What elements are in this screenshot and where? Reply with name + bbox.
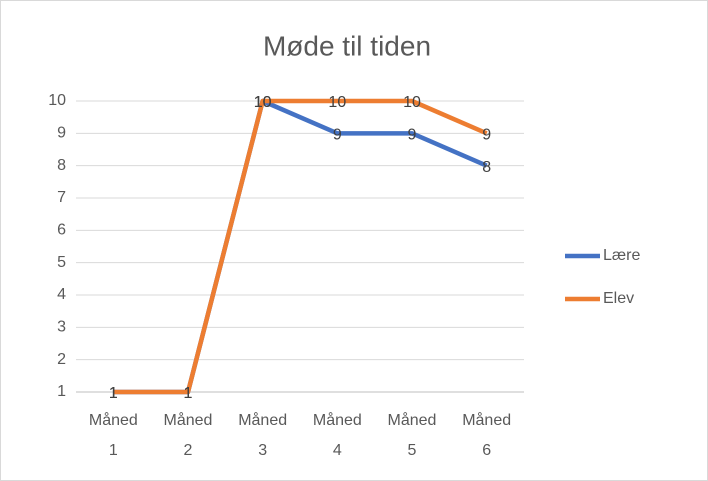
x-tick-label: Måned 3 — [238, 411, 287, 459]
y-tick-label: 2 — [57, 351, 66, 368]
data-label: 10 — [254, 94, 272, 111]
data-label: 9 — [482, 127, 491, 144]
x-tick-label: Måned 1 — [89, 411, 138, 459]
data-label: 10 — [403, 94, 421, 111]
y-tick-label: 9 — [57, 125, 66, 142]
data-label: 9 — [408, 127, 417, 144]
data-label: 1 — [184, 385, 193, 402]
y-tick-label: 1 — [57, 383, 66, 400]
data-label: 9 — [333, 127, 342, 144]
data-label: 1 — [109, 385, 118, 402]
y-tick-label: 3 — [57, 319, 66, 336]
chart-title: Møde til tiden — [263, 30, 431, 61]
x-tick-label: Måned 2 — [164, 411, 213, 459]
y-tick-label: 8 — [57, 157, 66, 174]
data-label: 1 — [184, 385, 193, 402]
x-tick-label: Måned 6 — [462, 411, 511, 459]
data-label: 8 — [482, 159, 491, 176]
y-tick-label: 7 — [57, 189, 66, 206]
y-tick-label: 6 — [57, 222, 66, 239]
data-label: 10 — [328, 94, 346, 111]
x-tick-label: Måned 5 — [388, 411, 437, 459]
legend-label: Lære — [603, 247, 640, 264]
y-tick-label: 5 — [57, 254, 66, 271]
x-tick-label: Måned 4 — [313, 411, 362, 459]
legend-label: Elev — [603, 290, 634, 307]
data-label: 10 — [254, 94, 272, 111]
series-line — [113, 98, 488, 395]
y-tick-label: 10 — [48, 92, 66, 109]
data-label: 1 — [109, 385, 118, 402]
y-tick-label: 4 — [57, 286, 66, 303]
